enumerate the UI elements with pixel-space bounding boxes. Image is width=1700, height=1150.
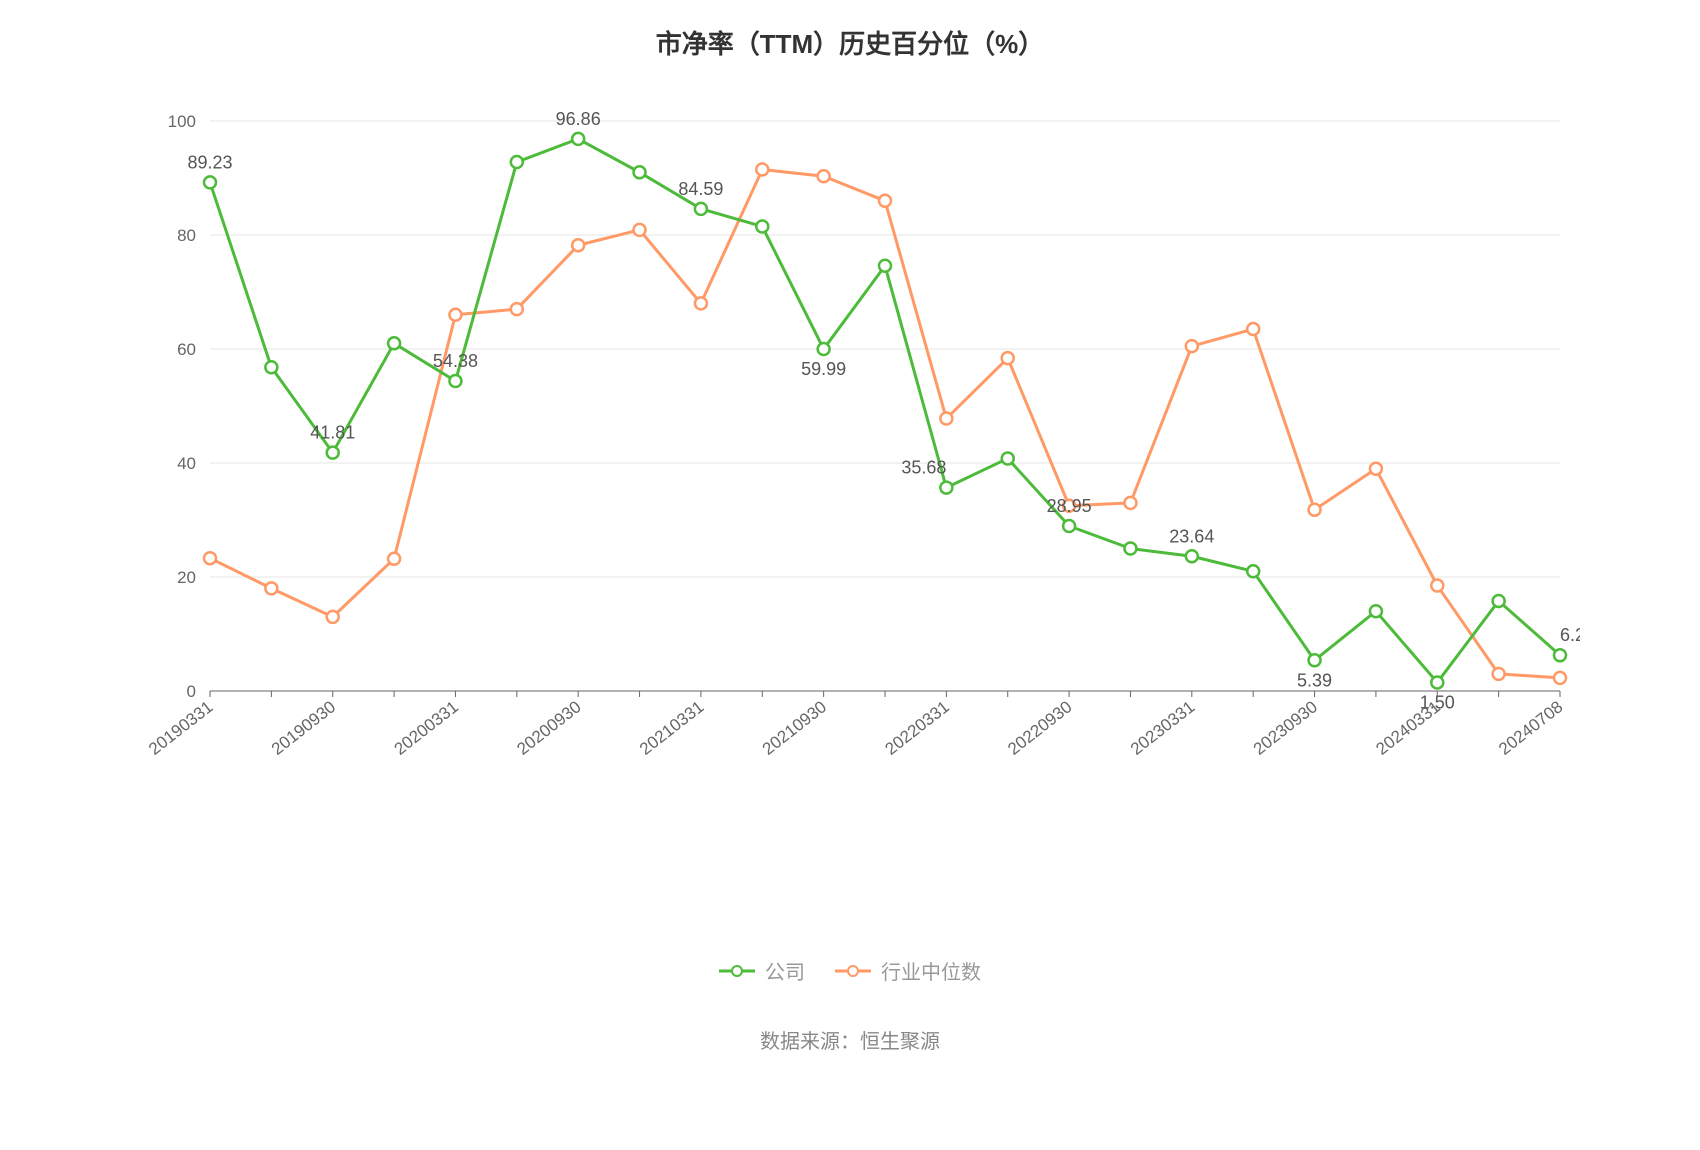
x-axis-label: 20190930 (268, 697, 339, 759)
series-point-industry (1493, 668, 1505, 680)
series-point-industry (940, 413, 952, 425)
series-point-company (818, 343, 830, 355)
svg-text:100: 100 (168, 112, 196, 131)
series-point-company (634, 166, 646, 178)
point-label-company: 1.50 (1420, 692, 1455, 712)
series-point-company (511, 156, 523, 168)
series-point-company (327, 447, 339, 459)
point-label-company: 35.68 (901, 458, 946, 478)
legend-label-company: 公司 (765, 956, 805, 985)
svg-text:80: 80 (177, 226, 196, 245)
x-axis-label: 20200331 (391, 697, 462, 759)
series-point-company (756, 220, 768, 232)
series-point-industry (572, 239, 584, 251)
series-point-industry (1309, 504, 1321, 516)
series-point-industry (634, 224, 646, 236)
series-point-industry (204, 552, 216, 564)
series-point-company (449, 375, 461, 387)
series-point-company (1186, 550, 1198, 562)
legend: 公司 行业中位数 (0, 956, 1700, 985)
series-line-company (210, 139, 1560, 683)
data-source-label: 数据来源：恒生聚源 (0, 1025, 1700, 1054)
point-label-company: 84.59 (678, 179, 723, 199)
series-point-industry (388, 553, 400, 565)
x-axis-label: 20240708 (1495, 697, 1566, 759)
x-axis-label: 20220930 (1004, 697, 1075, 759)
series-point-company (1493, 595, 1505, 607)
point-label-company: 23.64 (1169, 526, 1214, 546)
legend-swatch-company (719, 963, 755, 979)
legend-item-company[interactable]: 公司 (719, 956, 805, 985)
point-label-company: 28.95 (1047, 496, 1092, 516)
series-point-industry (1554, 672, 1566, 684)
series-point-industry (1124, 497, 1136, 509)
point-label-company: 96.86 (556, 109, 601, 129)
series-point-industry (1370, 463, 1382, 475)
series-point-industry (511, 303, 523, 315)
chart-title: 市净率（TTM）历史百分位（%） (0, 0, 1700, 61)
series-point-industry (695, 297, 707, 309)
series-point-company (940, 482, 952, 494)
svg-text:60: 60 (177, 340, 196, 359)
series-point-industry (1186, 340, 1198, 352)
series-point-company (1247, 565, 1259, 577)
x-axis-label: 20230331 (1127, 697, 1198, 759)
point-label-company: 5.39 (1297, 670, 1332, 690)
legend-item-industry[interactable]: 行业中位数 (835, 956, 981, 985)
chart-container: 市净率（TTM）历史百分位（%） 0 20 40 60 80 100 20190331 201… (0, 0, 1700, 1150)
series-point-industry (818, 170, 830, 182)
series-point-company (879, 260, 891, 272)
x-axis-label: 20210930 (759, 697, 830, 759)
series-point-industry (265, 582, 277, 594)
series-point-company (1554, 649, 1566, 661)
series-point-company (1431, 676, 1443, 688)
series-point-industry (327, 611, 339, 623)
x-axis-label: 20190331 (145, 697, 216, 759)
line-chart-svg: 0 20 40 60 80 100 20190331 20190930 20200331 2020… (120, 101, 1580, 861)
legend-swatch-industry (835, 963, 871, 979)
series-point-company (1002, 452, 1014, 464)
svg-text:20: 20 (177, 568, 196, 587)
x-axis-label: 20220331 (882, 697, 953, 759)
point-label-company: 41.81 (310, 423, 355, 443)
series-point-company (388, 337, 400, 349)
point-label-company: 6.28 (1560, 625, 1580, 645)
x-axis-label: 20230930 (1250, 697, 1321, 759)
series-point-company (1124, 543, 1136, 555)
chart-area: 0 20 40 60 80 100 20190331 20190930 20200331 2020… (120, 101, 1580, 866)
series-point-industry (1247, 323, 1259, 335)
series-point-company (572, 133, 584, 145)
series-point-industry (1431, 580, 1443, 592)
series-point-company (1063, 520, 1075, 532)
series-point-company (695, 203, 707, 215)
series-line-industry (210, 169, 1560, 677)
series-point-company (1370, 605, 1382, 617)
point-label-company: 54.38 (433, 351, 478, 371)
point-label-company: 89.23 (187, 152, 232, 172)
series-point-industry (879, 195, 891, 207)
series-point-company (204, 176, 216, 188)
series-point-industry (1002, 352, 1014, 364)
series-point-company (265, 361, 277, 373)
x-axis-label: 20210331 (636, 697, 707, 759)
series-point-industry (449, 309, 461, 321)
svg-text:0: 0 (187, 682, 196, 701)
svg-text:40: 40 (177, 454, 196, 473)
series-point-industry (756, 163, 768, 175)
legend-label-industry: 行业中位数 (881, 956, 981, 985)
series-point-company (1309, 654, 1321, 666)
x-axis-label: 20200930 (513, 697, 584, 759)
point-label-company: 59.99 (801, 359, 846, 379)
